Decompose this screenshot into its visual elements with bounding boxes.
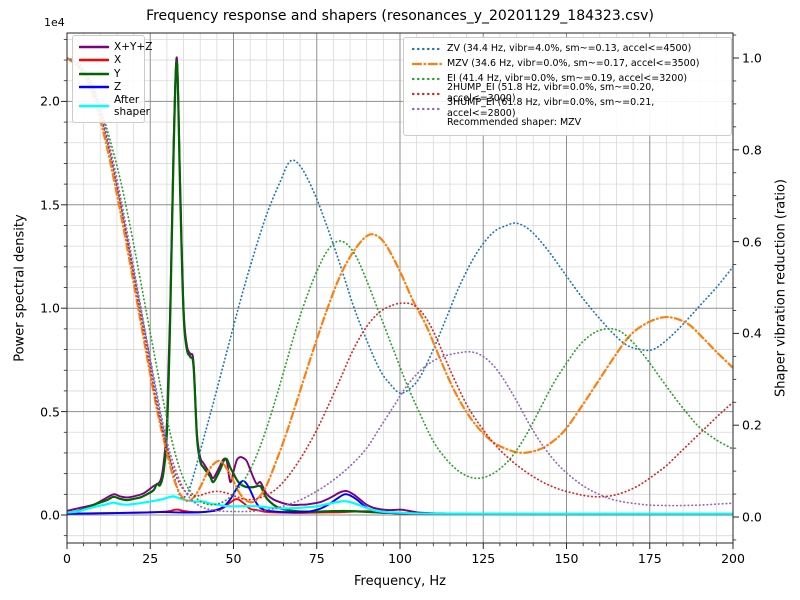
y-left-tick-label: 2.0 xyxy=(40,93,60,109)
legend-item-zv: ZV (34.4 Hz, vibr=4.0%, sm~=0.13, accel<… xyxy=(412,42,723,57)
y-axis-left-label: Power spectral density xyxy=(12,214,28,362)
legend-line-dotted xyxy=(412,77,442,81)
legend-line-solid xyxy=(79,45,109,49)
x-tick-label: 200 xyxy=(721,551,745,566)
y-right-tick-label: 0.6 xyxy=(742,234,762,250)
legend-line-solid xyxy=(79,85,109,89)
y-right-tick-label: 0.8 xyxy=(742,142,762,158)
legend-entry-label: MZV (34.6 Hz, vibr=0.0%, sm~=0.17, accel… xyxy=(447,57,700,69)
x-tick-label: 75 xyxy=(308,551,325,566)
legend-line-solid xyxy=(79,104,109,108)
y-left-tick-label: 0.5 xyxy=(40,404,60,420)
legend-item-3hump-ei: 3HUMP_EI (61.8 Hz, vibr=0.0%, sm~=0.21, … xyxy=(412,97,723,119)
legend-item-2hump-ei: 2HUMP_EI (51.8 Hz, vibr=0.0%, sm~=0.20, … xyxy=(412,82,723,104)
legend-item-mzv: MZV (34.6 Hz, vibr=0.0%, sm~=0.17, accel… xyxy=(412,57,723,72)
series-ei xyxy=(67,57,733,506)
legend-entry-label: X+Y+Z xyxy=(114,40,153,53)
legend-entry-label: After shaper xyxy=(114,94,151,119)
legend-item-y: Y xyxy=(79,67,138,81)
legend-shapers: ZV (34.4 Hz, vibr=4.0%, sm~=0.13, accel<… xyxy=(403,37,732,136)
legend-line-dotted xyxy=(412,92,442,95)
y-left-tick-label: 1.5 xyxy=(40,197,60,213)
series-after-shaper xyxy=(67,495,733,515)
chart-title: Frequency response and shapers (resonanc… xyxy=(146,8,654,24)
ticks xyxy=(61,34,739,549)
curves xyxy=(67,56,733,516)
x-tick-label: 100 xyxy=(388,551,412,566)
series-mzv xyxy=(67,56,733,504)
x-tick-label: 50 xyxy=(225,551,242,566)
y-axis-right-label: Shaper vibration reduction (ratio) xyxy=(773,179,789,397)
x-tick-label: 0 xyxy=(63,551,71,566)
y-left-tick-label: 0.0 xyxy=(40,507,60,523)
legend-item-x+y+z: X+Y+Z xyxy=(79,40,152,54)
recommended-shaper-text: Recommended shaper: MZV xyxy=(447,116,582,128)
legend-entry-label: 3HUMP_EI (61.8 Hz, vibr=0.0%, sm~=0.21, … xyxy=(447,96,655,119)
x-tick-label: 25 xyxy=(142,551,159,566)
x-tick-label: 150 xyxy=(554,551,579,566)
legend-line-solid xyxy=(79,58,109,62)
legend-entry-label: X xyxy=(114,54,122,67)
y-right-tick-label: 0.0 xyxy=(742,509,762,525)
legend-line-dashdot xyxy=(412,63,442,66)
series-2hump-ei xyxy=(67,57,733,501)
legend-entry-label: Z xyxy=(114,81,122,94)
y-axis-offset-label: 1e4 xyxy=(44,16,65,29)
legend-item-after-shaper: After shaper xyxy=(79,94,150,118)
legend-recommended-shaper-note: Recommended shaper: MZV xyxy=(412,116,723,131)
y-right-tick-label: 0.4 xyxy=(742,325,762,341)
x-tick-label: 175 xyxy=(637,551,662,566)
legend-item-z: Z xyxy=(79,81,138,95)
y-right-tick-label: 0.2 xyxy=(742,417,762,433)
legend-item-x: X xyxy=(79,54,138,68)
legend-item-ei: EI (41.4 Hz, vibr=0.0%, sm~=0.19, accel<… xyxy=(412,72,723,87)
y-left-tick-label: 1.0 xyxy=(40,300,60,316)
legend-line-dotted xyxy=(412,107,442,110)
x-axis-label: Frequency, Hz xyxy=(353,574,447,589)
legend-entry-label: Y xyxy=(114,67,121,80)
legend-entry-label: ZV (34.4 Hz, vibr=4.0%, sm~=0.13, accel<… xyxy=(447,42,692,54)
legend-entry-label: EI (41.4 Hz, vibr=0.0%, sm~=0.19, accel<… xyxy=(447,72,688,84)
x-tick-label: 125 xyxy=(471,551,496,566)
legend-psd: X+Y+Z X Y Z After shaper xyxy=(72,35,152,124)
legend-line-dotted xyxy=(412,48,442,51)
legend-entry-label: 2HUMP_EI (51.8 Hz, vibr=0.0%, sm~=0.20, … xyxy=(447,81,655,104)
y-right-tick-label: 1.0 xyxy=(742,50,762,66)
legend-line-solid xyxy=(79,72,109,76)
